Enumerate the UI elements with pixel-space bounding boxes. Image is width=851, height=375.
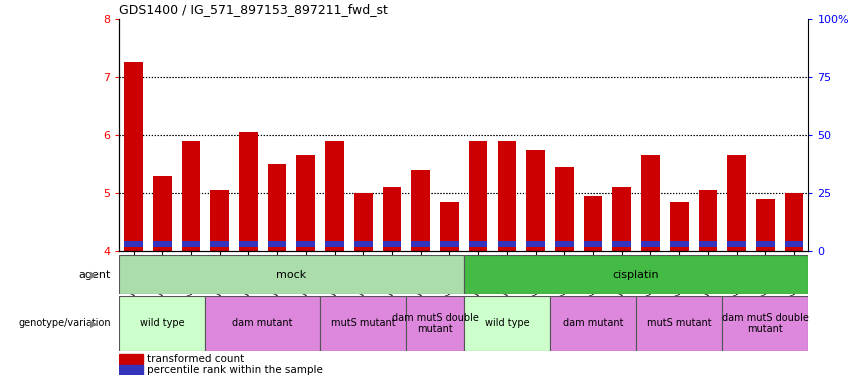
Bar xyxy=(119,354,143,364)
Bar xyxy=(641,155,660,251)
Bar xyxy=(584,196,603,251)
Text: mutS mutant: mutS mutant xyxy=(331,318,396,328)
Bar xyxy=(296,242,315,247)
Text: dam mutS double
mutant: dam mutS double mutant xyxy=(391,313,478,334)
Bar xyxy=(268,242,287,247)
Bar xyxy=(119,296,205,351)
Bar xyxy=(728,155,746,251)
Bar xyxy=(526,242,545,247)
Text: transformed count: transformed count xyxy=(146,354,244,364)
Text: ▶: ▶ xyxy=(90,318,98,328)
Bar xyxy=(785,193,803,251)
Text: wild type: wild type xyxy=(484,318,529,328)
Bar xyxy=(124,242,143,247)
Bar xyxy=(464,255,808,294)
Bar xyxy=(239,242,258,247)
Text: dam mutant: dam mutant xyxy=(232,318,293,328)
Bar xyxy=(406,296,464,351)
Bar xyxy=(498,242,517,247)
Bar xyxy=(210,242,229,247)
Bar xyxy=(641,242,660,247)
Bar xyxy=(320,296,407,351)
Text: genotype/variation: genotype/variation xyxy=(18,318,111,328)
Bar xyxy=(670,202,688,251)
Bar xyxy=(699,190,717,251)
Bar xyxy=(699,242,717,247)
Bar xyxy=(268,164,287,251)
Bar xyxy=(555,167,574,251)
Bar xyxy=(119,255,464,294)
Bar xyxy=(354,193,373,251)
Text: dam mutS double
mutant: dam mutS double mutant xyxy=(722,313,808,334)
Bar xyxy=(239,132,258,251)
Bar xyxy=(756,199,774,251)
Bar xyxy=(728,242,746,247)
Bar xyxy=(498,141,517,251)
Bar xyxy=(722,296,808,351)
Text: agent: agent xyxy=(78,270,111,280)
Text: dam mutant: dam mutant xyxy=(563,318,623,328)
Bar xyxy=(383,242,402,247)
Bar xyxy=(584,242,603,247)
Bar xyxy=(296,155,315,251)
Text: wild type: wild type xyxy=(140,318,185,328)
Bar xyxy=(785,242,803,247)
Bar xyxy=(325,242,344,247)
Bar xyxy=(411,242,430,247)
Bar xyxy=(613,188,631,251)
Bar xyxy=(550,296,636,351)
Bar xyxy=(670,242,688,247)
Bar xyxy=(354,242,373,247)
Bar xyxy=(636,296,722,351)
Bar xyxy=(205,296,320,351)
Bar xyxy=(613,242,631,247)
Bar xyxy=(210,190,229,251)
Bar xyxy=(526,150,545,251)
Text: percentile rank within the sample: percentile rank within the sample xyxy=(146,365,323,375)
Bar xyxy=(325,141,344,251)
Bar xyxy=(153,242,172,247)
Text: ▶: ▶ xyxy=(90,270,98,280)
Bar xyxy=(756,242,774,247)
Bar xyxy=(464,296,550,351)
Text: cisplatin: cisplatin xyxy=(613,270,660,280)
Bar xyxy=(181,141,200,251)
Bar xyxy=(383,188,402,251)
Bar xyxy=(153,176,172,251)
Bar xyxy=(119,365,143,375)
Text: mutS mutant: mutS mutant xyxy=(647,318,711,328)
Bar xyxy=(181,242,200,247)
Text: mock: mock xyxy=(277,270,306,280)
Bar xyxy=(124,62,143,251)
Bar xyxy=(411,170,430,251)
Bar xyxy=(555,242,574,247)
Bar xyxy=(469,242,488,247)
Bar xyxy=(469,141,488,251)
Text: GDS1400 / IG_571_897153_897211_fwd_st: GDS1400 / IG_571_897153_897211_fwd_st xyxy=(119,3,388,16)
Bar xyxy=(440,202,459,251)
Bar xyxy=(440,242,459,247)
